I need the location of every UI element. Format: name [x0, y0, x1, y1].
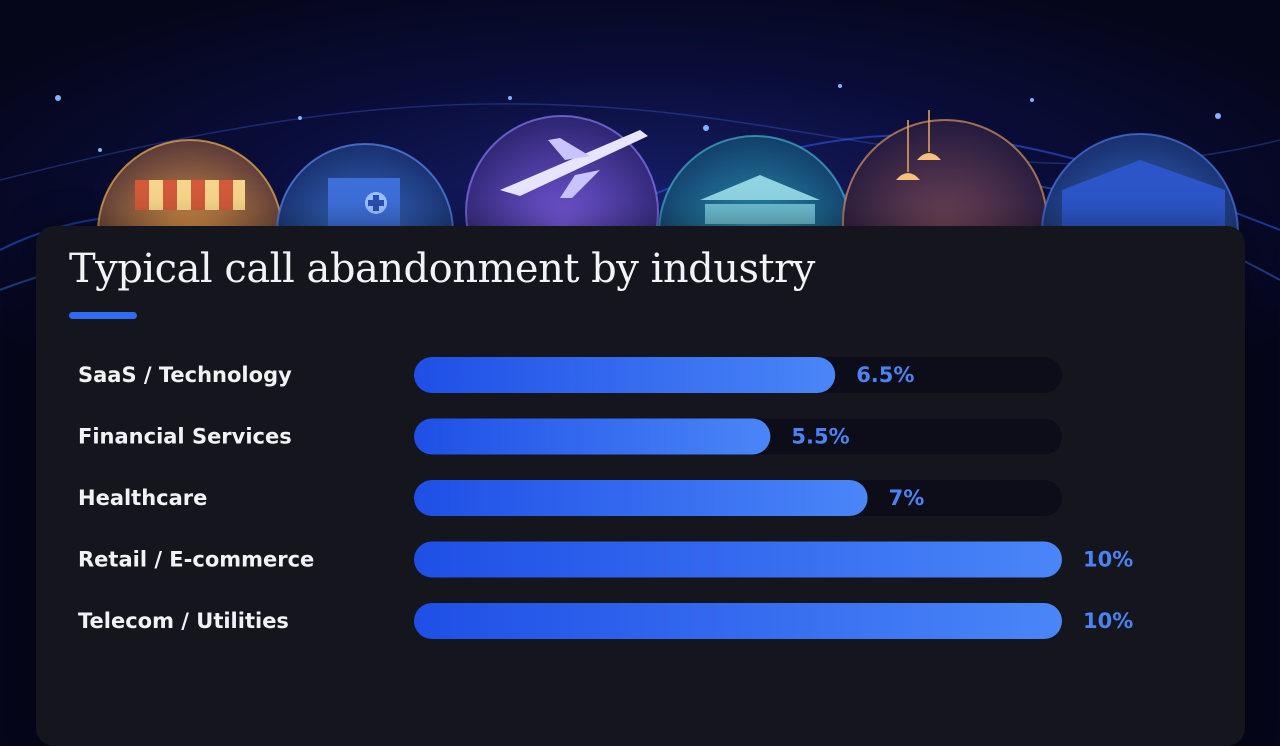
value-label: 7%	[889, 486, 925, 510]
title-accent-bar	[69, 312, 137, 319]
value-label: 10%	[1083, 548, 1133, 572]
category-label: Financial Services	[78, 425, 292, 449]
bar	[414, 480, 868, 516]
bar	[414, 357, 836, 393]
bar	[414, 541, 1062, 578]
bar-chart: SaaS / Technology 6.5% Financial Services 5…	[78, 357, 1133, 639]
chart-title: Typical call abandonment by industry	[69, 246, 815, 292]
value-label: 5.5%	[791, 425, 849, 449]
value-label: 6.5%	[856, 363, 914, 387]
category-label: Healthcare	[78, 486, 207, 510]
category-label: SaaS / Technology	[78, 363, 292, 387]
bar	[414, 418, 771, 455]
value-label: 10%	[1083, 609, 1133, 633]
category-label: Telecom / Utilities	[78, 609, 289, 633]
bar	[414, 603, 1062, 639]
category-label: Retail / E-commerce	[78, 548, 314, 572]
